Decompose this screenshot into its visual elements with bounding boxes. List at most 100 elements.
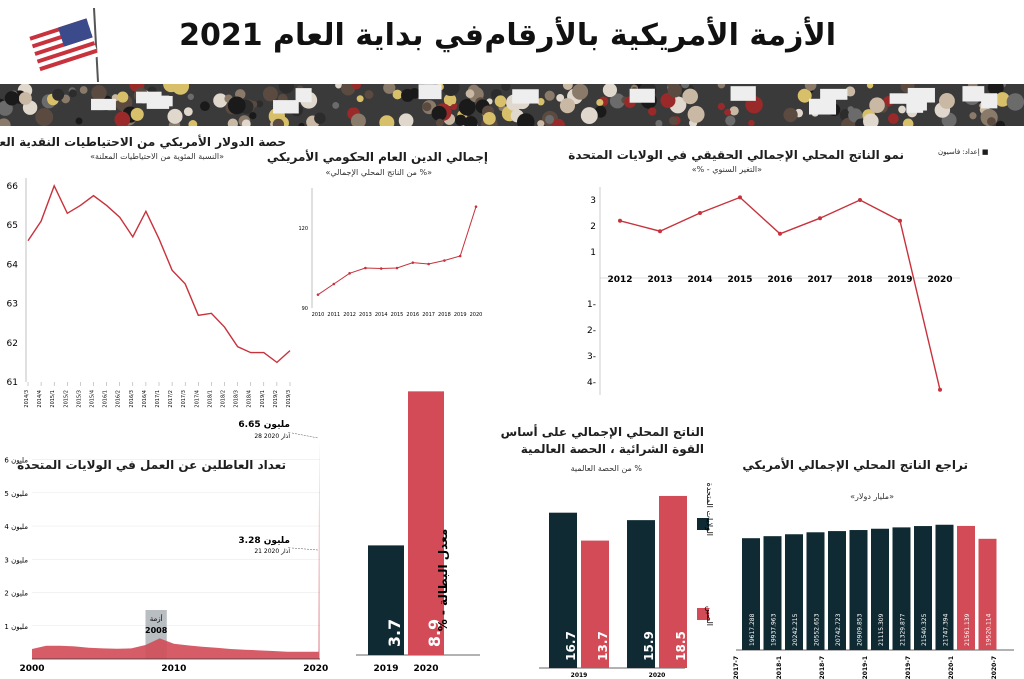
data-point [658,229,662,234]
gdp-level-subtitle: «مليار دولار» [850,492,894,501]
y-tick-label: 3 [590,196,596,206]
bar-value-label: 21540.325 [921,613,928,646]
crowd-person [4,91,20,106]
gdp-growth-title: نمو الناتج المحلي الإجمالي الحقيقي في ال… [568,148,904,162]
crowd-person [68,89,77,98]
bar-value-label: 21115.309 [878,613,885,646]
ppp-title-2: القوة الشرائية ، الحصة العالمية [520,442,704,456]
x-tick-label: 2019 [887,275,912,285]
data-point [364,266,367,270]
bar-value-label: 20242.215 [792,613,799,646]
x-tick-label: 2018/3 [234,390,240,408]
x-tick-label: 2015/1 [50,390,56,408]
protest-sign [889,93,910,104]
y-tick-label: 3 مليون [4,556,28,564]
bar [914,526,932,650]
crowd-person [847,106,854,113]
bar-value-label: 13.7 [596,631,610,661]
gdp-level-chart: 19617.288 19937.963 20242.215 20552.653 2074… [733,524,1014,679]
x-tick-label: 2015 [391,312,404,318]
x-tick-label: 2010 [161,664,186,674]
crowd-person [431,105,447,122]
bar-value-label: 21329.877 [900,613,907,646]
crowd-person [551,118,565,126]
crowd-person [516,113,535,126]
crowd-person [482,112,496,125]
crowd-person [443,93,457,107]
us-flag-icon [29,7,99,83]
crowd-person [455,114,467,126]
x-tick-label: 2016/2 [116,390,122,408]
crowd-person [680,84,690,89]
bar-value-label: 8.9 [425,619,444,647]
x-tick-label: 2020 [303,664,328,674]
y-axis-label: معدل البطالة - % [436,529,450,632]
bar [368,545,404,655]
x-tick-label: 2016/4 [142,390,148,408]
ppp-subtitle: % من الحصة العالمية [570,464,642,473]
y-tick-label: 4- [587,378,596,388]
crowd-person [18,91,32,105]
crowd-person [383,84,396,94]
crowd-person [188,120,198,126]
data-point [778,231,782,236]
main-title-right: الأزمة الأمريكية بالأرقام [484,18,836,53]
crowd-person [969,112,977,120]
y-tick-label: 2 [590,222,596,232]
y-tick-label: 64 [7,260,19,270]
protest-sign [155,95,173,107]
protest-sign [909,99,927,111]
bar [763,536,782,650]
x-tick-label: 2015 [727,275,752,285]
crowd-person [748,119,755,126]
x-tick-label: 2017/4 [194,390,200,408]
y-tick-label: 1 [590,248,596,258]
crowd-person [356,95,364,103]
y-tick-label: 90 [302,306,308,312]
crowd-person [441,84,460,97]
y-tick-label: 61 [7,378,18,388]
bar-value-label: 20909.853 [857,613,864,646]
x-tick-label: 2018-7 [819,656,826,679]
credit-label: ■ إعداد: فاسيون [938,148,989,156]
y-tick-label: 63 [7,300,18,310]
ppp-title-1: الناتج المحلي الإجمالي على أساس [500,425,704,439]
crisis-label: أزمة [150,614,163,623]
annotation-high-value: 6.65 مليون [238,420,290,430]
crisis-year: 2008 [145,626,168,635]
crowd-person [866,84,874,89]
crowd-person [249,112,257,120]
x-tick-label: 2016/3 [129,390,135,408]
x-tick-label: 2014 [375,312,388,318]
crowd-person [35,108,54,126]
crowd-person [350,113,366,126]
series-line [27,184,291,364]
x-tick-label: 2018/4 [247,390,253,408]
bar-value-label: 19520.114 [986,613,993,646]
x-tick-label: 2018/1 [207,390,213,408]
legend-label-cn: الصين [705,606,714,626]
x-tick-label: 2019 [373,664,398,674]
crowd-person [602,84,618,98]
crowd-person [537,120,545,126]
crowd-person [117,91,129,103]
crowd-person [465,89,475,99]
crowd-person [501,84,511,91]
data-point [474,205,478,208]
bar [935,524,954,650]
crowd-person [435,118,444,126]
bar-value-label: 18.5 [674,631,688,661]
bar [627,520,655,668]
gdp-level-title: تراجع الناتج المحلي الإجمالي الأمريكي [742,458,968,472]
crowd-person [888,113,899,124]
crowd-person [392,89,403,100]
crowd-person [167,108,183,124]
crowd-person [682,88,698,105]
protest-sign [981,93,998,109]
x-tick-label: 2010 [312,312,325,318]
crowd-person [869,97,885,114]
bar [892,527,911,650]
crowd-person [725,115,736,126]
crowd-person [797,88,812,103]
